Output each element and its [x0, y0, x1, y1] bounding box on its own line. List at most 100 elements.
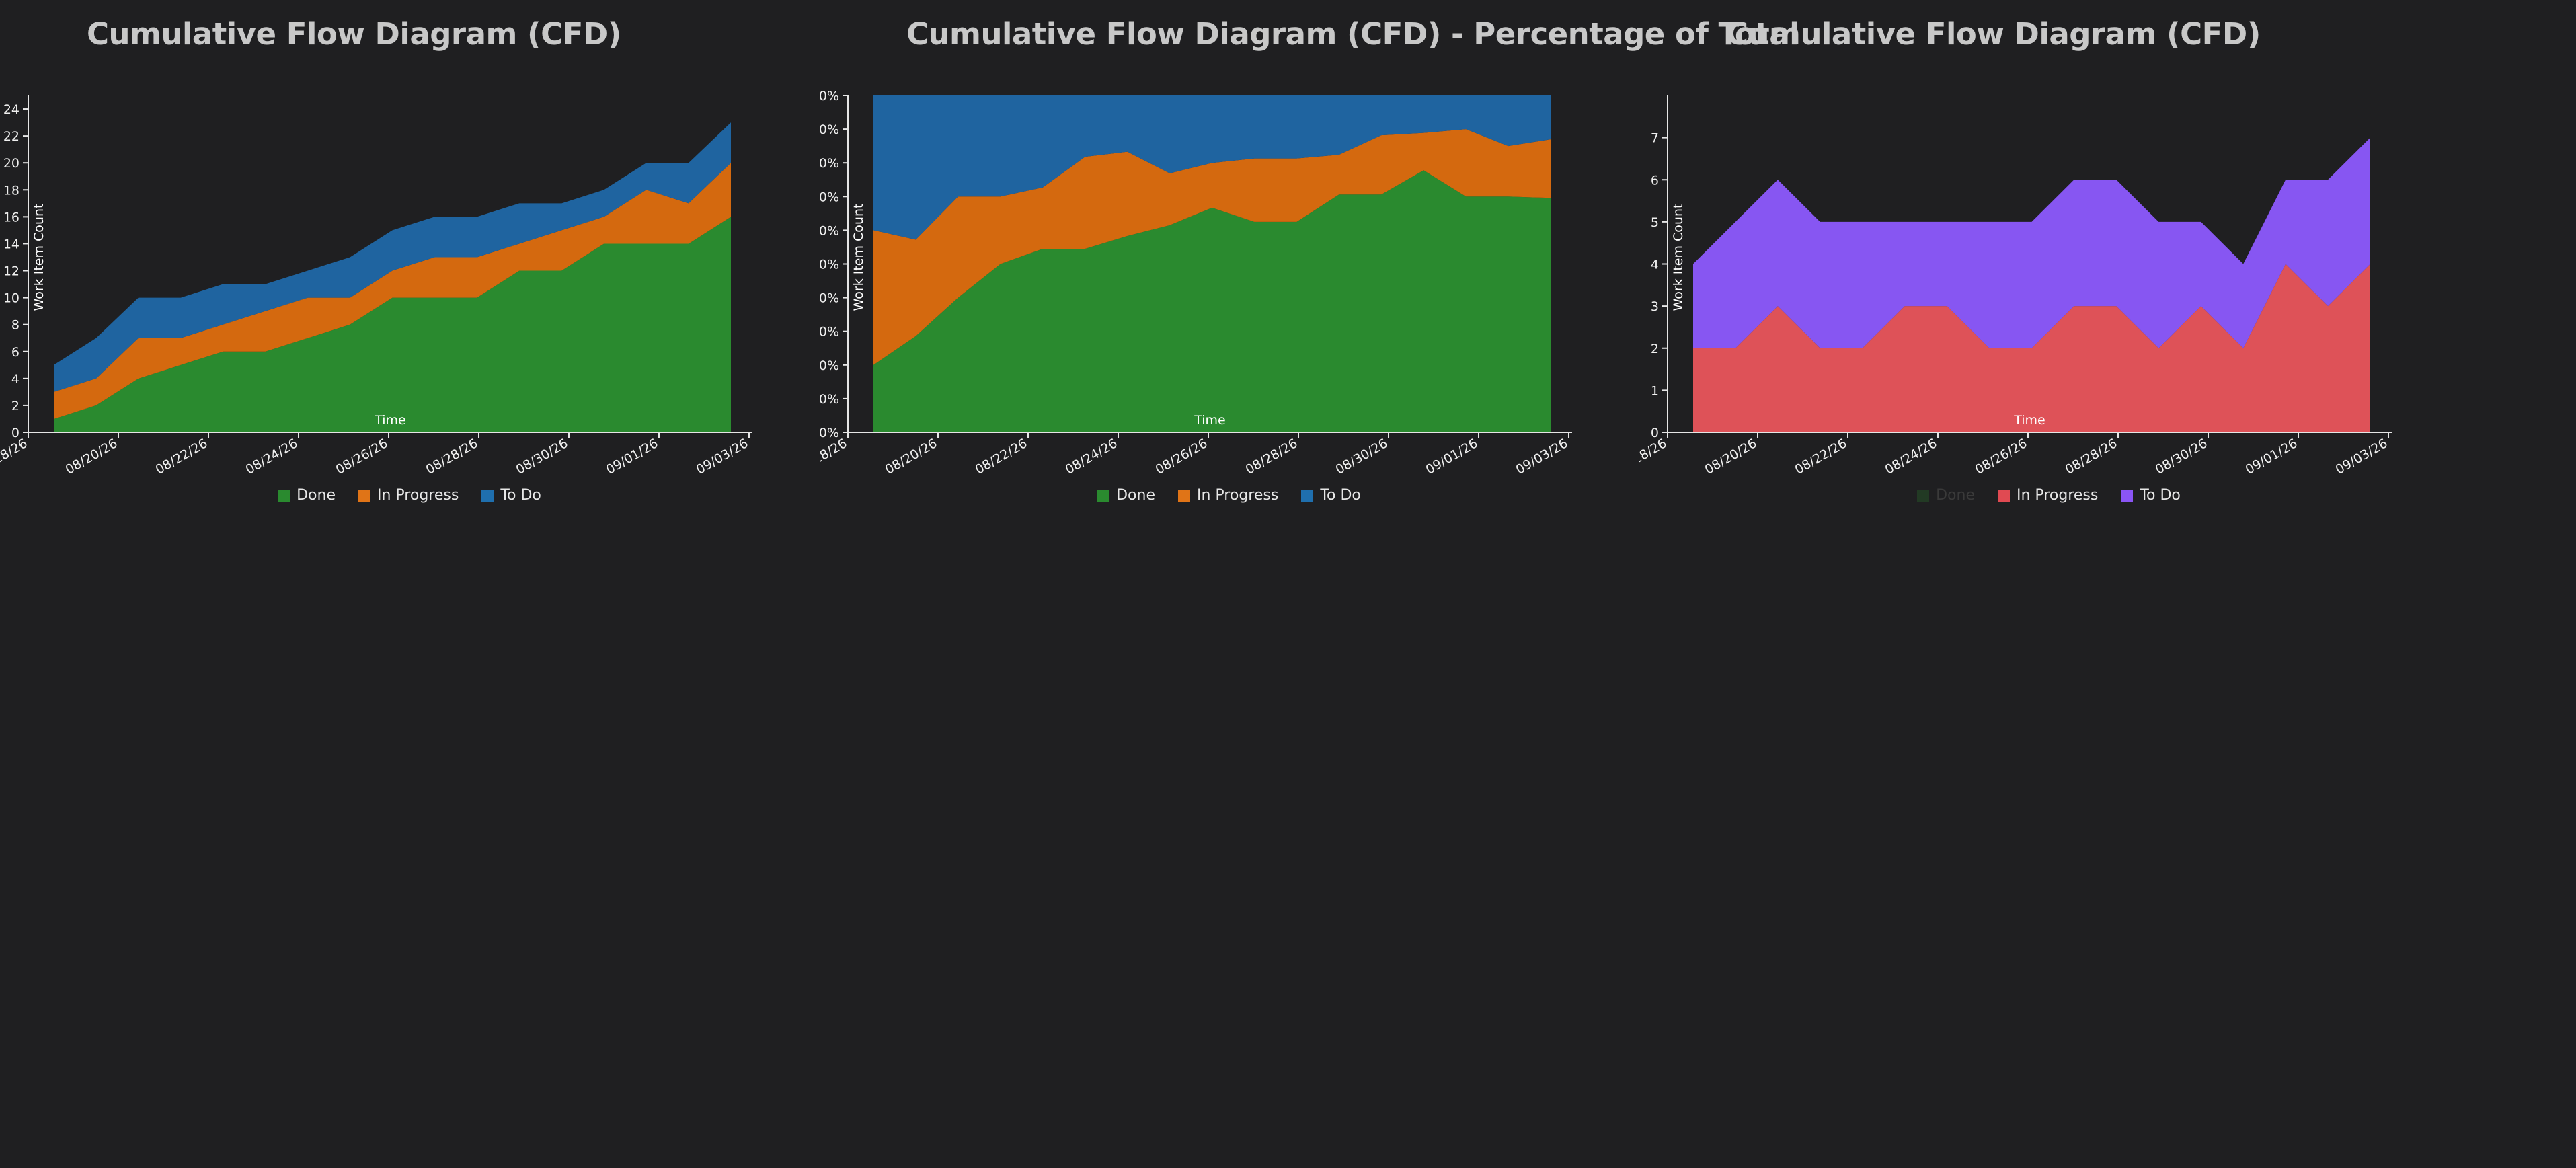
x-tick-label: 08/18/26 — [0, 436, 30, 477]
legend-label: In Progress — [1197, 487, 1279, 504]
y-tick-label: 6 — [11, 345, 19, 360]
y-tick-label: 0 — [1651, 426, 1659, 440]
y-tick-label: 16 — [3, 210, 19, 225]
x-tick-label: 09/03/26 — [2333, 436, 2390, 477]
y-tick-label: 7 — [1651, 131, 1659, 146]
x-axis-label: Time — [2013, 413, 2045, 428]
chart-panel-count: Cumulative Flow Diagram (CFD) 0 2 4 6 8 10 12 1… — [0, 0, 819, 524]
x-tick-label: 08/26/26 — [334, 436, 391, 477]
chart-panel-percentage: Cumulative Flow Diagram (CFD) - Percenta… — [820, 0, 1800, 524]
y-tick-label: 10 — [3, 291, 19, 306]
series-area-done — [873, 170, 1551, 433]
series-area-in-progress — [54, 163, 731, 419]
series-area-to-do — [1693, 137, 2370, 348]
legend-swatch — [1917, 489, 1930, 502]
y-tick-label: 20% — [820, 358, 839, 373]
x-tick-label: 08/30/26 — [1333, 436, 1391, 477]
chart-legend: Done In Progress To Do — [0, 487, 819, 504]
y-tick-label: 4 — [11, 372, 19, 387]
series-area-in-progress — [873, 129, 1551, 365]
y-tick-label: 14 — [3, 237, 19, 251]
legend-label: Done — [1116, 487, 1155, 504]
x-tick-label: 08/28/26 — [1243, 436, 1300, 477]
legend-swatch — [1301, 489, 1314, 502]
y-tick-label: 40% — [820, 291, 839, 306]
x-tick-label: 09/03/26 — [694, 436, 751, 477]
legend-item-in-progress[interactable]: In Progress — [1178, 487, 1278, 504]
legend-item-to-do[interactable]: To Do — [481, 487, 541, 504]
y-tick-label: 20 — [3, 156, 19, 171]
chart-title: Cumulative Flow Diagram (CFD) — [1726, 16, 2261, 52]
legend-label: Done — [297, 487, 336, 504]
y-axis-label: Work Item Count — [851, 204, 866, 311]
chart-plot: 0 1 2 3 4 5 6 7 08/18/26 08/20/26 08/22/26 08/24/26… — [1639, 95, 2392, 477]
y-tick-label: 100% — [820, 89, 839, 104]
y-tick-label: 30% — [820, 325, 839, 340]
x-tick-label: 08/26/26 — [1153, 436, 1210, 477]
chart-panel-filtered: Cumulative Flow Diagram (CFD) 0 1 2 3 4 5 6 7 08… — [1639, 0, 2458, 524]
y-tick-label: 1 — [1651, 383, 1659, 398]
legend-label: To Do — [2140, 487, 2181, 504]
legend-item-in-progress[interactable]: In Progress — [358, 487, 459, 504]
legend-swatch — [1178, 489, 1190, 502]
y-tick-label: 2 — [11, 399, 19, 414]
legend-label: In Progress — [377, 487, 459, 504]
x-tick-label: 08/24/26 — [1883, 436, 1940, 477]
x-tick-label: 08/18/26 — [1639, 436, 1670, 477]
y-tick-label: 24 — [3, 102, 19, 117]
y-tick-label: 80% — [820, 156, 839, 171]
legend-item-to-do[interactable]: To Do — [1301, 487, 1361, 504]
y-tick-label: 4 — [1651, 258, 1659, 272]
y-tick-label: 70% — [820, 190, 839, 204]
y-axis-label: Work Item Count — [32, 204, 46, 311]
x-tick-label: 08/20/26 — [1703, 436, 1760, 477]
y-tick-label: 22 — [3, 129, 19, 144]
x-tick-label: 08/22/26 — [153, 436, 210, 477]
chart-legend: Done In Progress To Do — [820, 487, 1639, 504]
x-tick-label: 09/01/26 — [2243, 436, 2300, 477]
legend-swatch — [481, 489, 494, 502]
legend-label: To Do — [1320, 487, 1361, 504]
x-tick-label: 08/26/26 — [1973, 436, 2030, 477]
legend-swatch — [2121, 489, 2134, 502]
x-tick-label: 08/30/26 — [514, 436, 571, 477]
y-tick-label: 0 — [11, 426, 19, 440]
y-tick-label: 2 — [1651, 342, 1659, 356]
y-axis-label: Work Item Count — [1671, 204, 1686, 311]
x-tick-label: 08/30/26 — [2153, 436, 2210, 477]
y-tick-label: 18 — [3, 183, 19, 198]
x-tick-label: 08/28/26 — [2063, 436, 2120, 477]
legend-swatch — [1998, 489, 2010, 502]
x-axis-label: Time — [1194, 413, 1226, 428]
legend-swatch — [1097, 489, 1110, 502]
y-tick-label: 6 — [1651, 173, 1659, 188]
chart-legend: Done In Progress To Do — [1639, 487, 2458, 504]
legend-swatch — [278, 489, 290, 502]
legend-label: In Progress — [2017, 487, 2099, 504]
x-tick-label: 08/18/26 — [820, 436, 850, 477]
series-area-to-do — [54, 122, 731, 392]
y-tick-label: 3 — [1651, 299, 1659, 314]
y-tick-label: 0% — [820, 426, 839, 440]
chart-title: Cumulative Flow Diagram (CFD) - Percenta… — [906, 16, 1800, 52]
legend-item-done[interactable]: Done — [1917, 487, 1975, 504]
chart-title: Cumulative Flow Diagram (CFD) — [87, 16, 621, 52]
y-tick-label: 8 — [11, 318, 19, 333]
y-tick-label: 50% — [820, 258, 839, 272]
x-tick-label: 08/20/26 — [883, 436, 940, 477]
x-tick-label: 08/24/26 — [1063, 436, 1120, 477]
legend-item-in-progress[interactable]: In Progress — [1998, 487, 2098, 504]
legend-label: Done — [1936, 487, 1975, 504]
x-tick-label: 08/20/26 — [63, 436, 120, 477]
x-tick-label: 09/01/26 — [604, 436, 661, 477]
y-tick-label: 60% — [820, 223, 839, 238]
legend-item-to-do[interactable]: To Do — [2121, 487, 2181, 504]
legend-item-done[interactable]: Done — [1097, 487, 1155, 504]
legend-item-done[interactable]: Done — [278, 487, 336, 504]
y-tick-label: 90% — [820, 122, 839, 137]
y-tick-label: 10% — [820, 392, 839, 407]
x-tick-label: 09/03/26 — [1514, 436, 1571, 477]
y-tick-label: 5 — [1651, 215, 1659, 230]
x-tick-label: 09/01/26 — [1423, 436, 1481, 477]
